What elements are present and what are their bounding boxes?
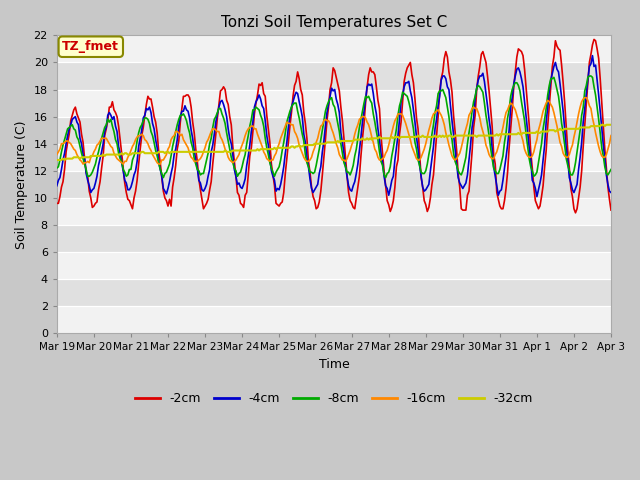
Bar (57, 36, 611, 62)
Bar (57, 117, 611, 144)
Text: TZ_fmet: TZ_fmet (62, 40, 119, 53)
Bar (57, 90, 611, 117)
Legend: -2cm, -4cm, -8cm, -16cm, -32cm: -2cm, -4cm, -8cm, -16cm, -32cm (130, 387, 538, 410)
Title: Tonzi Soil Temperatures Set C: Tonzi Soil Temperatures Set C (221, 15, 447, 30)
Bar (57, 279, 611, 306)
Bar (57, 144, 611, 171)
Bar (57, 198, 611, 225)
Bar (57, 225, 611, 252)
X-axis label: Time: Time (319, 358, 349, 371)
Bar (57, 306, 611, 334)
Bar (57, 171, 611, 198)
Bar (57, 62, 611, 90)
Y-axis label: Soil Temperature (C): Soil Temperature (C) (15, 120, 28, 249)
Bar (57, 252, 611, 279)
